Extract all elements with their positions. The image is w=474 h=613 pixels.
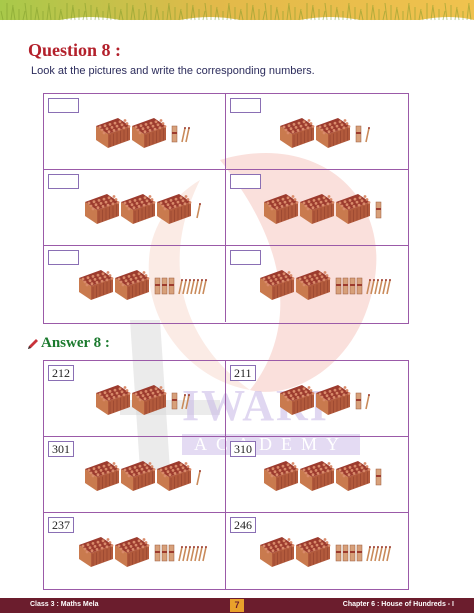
- answer-blank[interactable]: [230, 250, 261, 265]
- answer-cell: 301: [44, 437, 226, 513]
- answer-cell: 211: [226, 361, 408, 437]
- question-cell: [226, 94, 408, 170]
- stick-bundle-picture: [280, 385, 370, 415]
- question-grid: [43, 93, 409, 324]
- stick-bundle-picture: [264, 461, 382, 491]
- stick-bundle-picture: [260, 537, 391, 567]
- question-cell: [44, 246, 226, 322]
- stick-bundle-picture: [280, 118, 370, 148]
- answer-cell: 310: [226, 437, 408, 513]
- stick-bundle-picture: [96, 118, 190, 148]
- question-title: Question 8 :: [28, 40, 122, 60]
- answer-blank[interactable]: [230, 174, 261, 189]
- answer-cell: 237: [44, 513, 226, 589]
- question-instruction: Look at the pictures and write the corre…: [31, 65, 315, 77]
- answer-value: 211: [230, 365, 256, 381]
- answer-value: 237: [48, 517, 74, 533]
- answer-value: 212: [48, 365, 74, 381]
- footer-class-label: Class 3 : Maths Mela: [30, 601, 99, 608]
- answer-blank[interactable]: [48, 250, 79, 265]
- footer-chapter-label: Chapter 6 : House of Hundreds - I: [342, 601, 454, 608]
- answer-value: 301: [48, 441, 74, 457]
- pencil-icon: [28, 339, 38, 349]
- answer-grid: 212 211 301 310 237 246: [43, 360, 409, 590]
- question-cell: [44, 170, 226, 246]
- page-number: 7: [230, 599, 244, 612]
- answer-value: 310: [230, 441, 256, 457]
- stick-bundle-picture: [264, 194, 382, 224]
- stick-bundle-picture: [260, 270, 391, 300]
- answer-blank[interactable]: [48, 98, 79, 113]
- answer-blank[interactable]: [230, 98, 261, 113]
- stick-bundle-picture: [85, 194, 201, 224]
- answer-cell: 212: [44, 361, 226, 437]
- question-cell: [226, 170, 408, 246]
- top-banner: [0, 0, 474, 26]
- answer-title: Answer 8 :: [41, 335, 110, 351]
- stick-bundle-picture: [85, 461, 201, 491]
- answer-value: 246: [230, 517, 256, 533]
- stick-bundle-picture: [79, 270, 207, 300]
- question-cell: [226, 246, 408, 322]
- question-cell: [44, 94, 226, 170]
- stick-bundle-picture: [79, 537, 207, 567]
- stick-bundle-picture: [96, 385, 190, 415]
- answer-blank[interactable]: [48, 174, 79, 189]
- answer-cell: 246: [226, 513, 408, 589]
